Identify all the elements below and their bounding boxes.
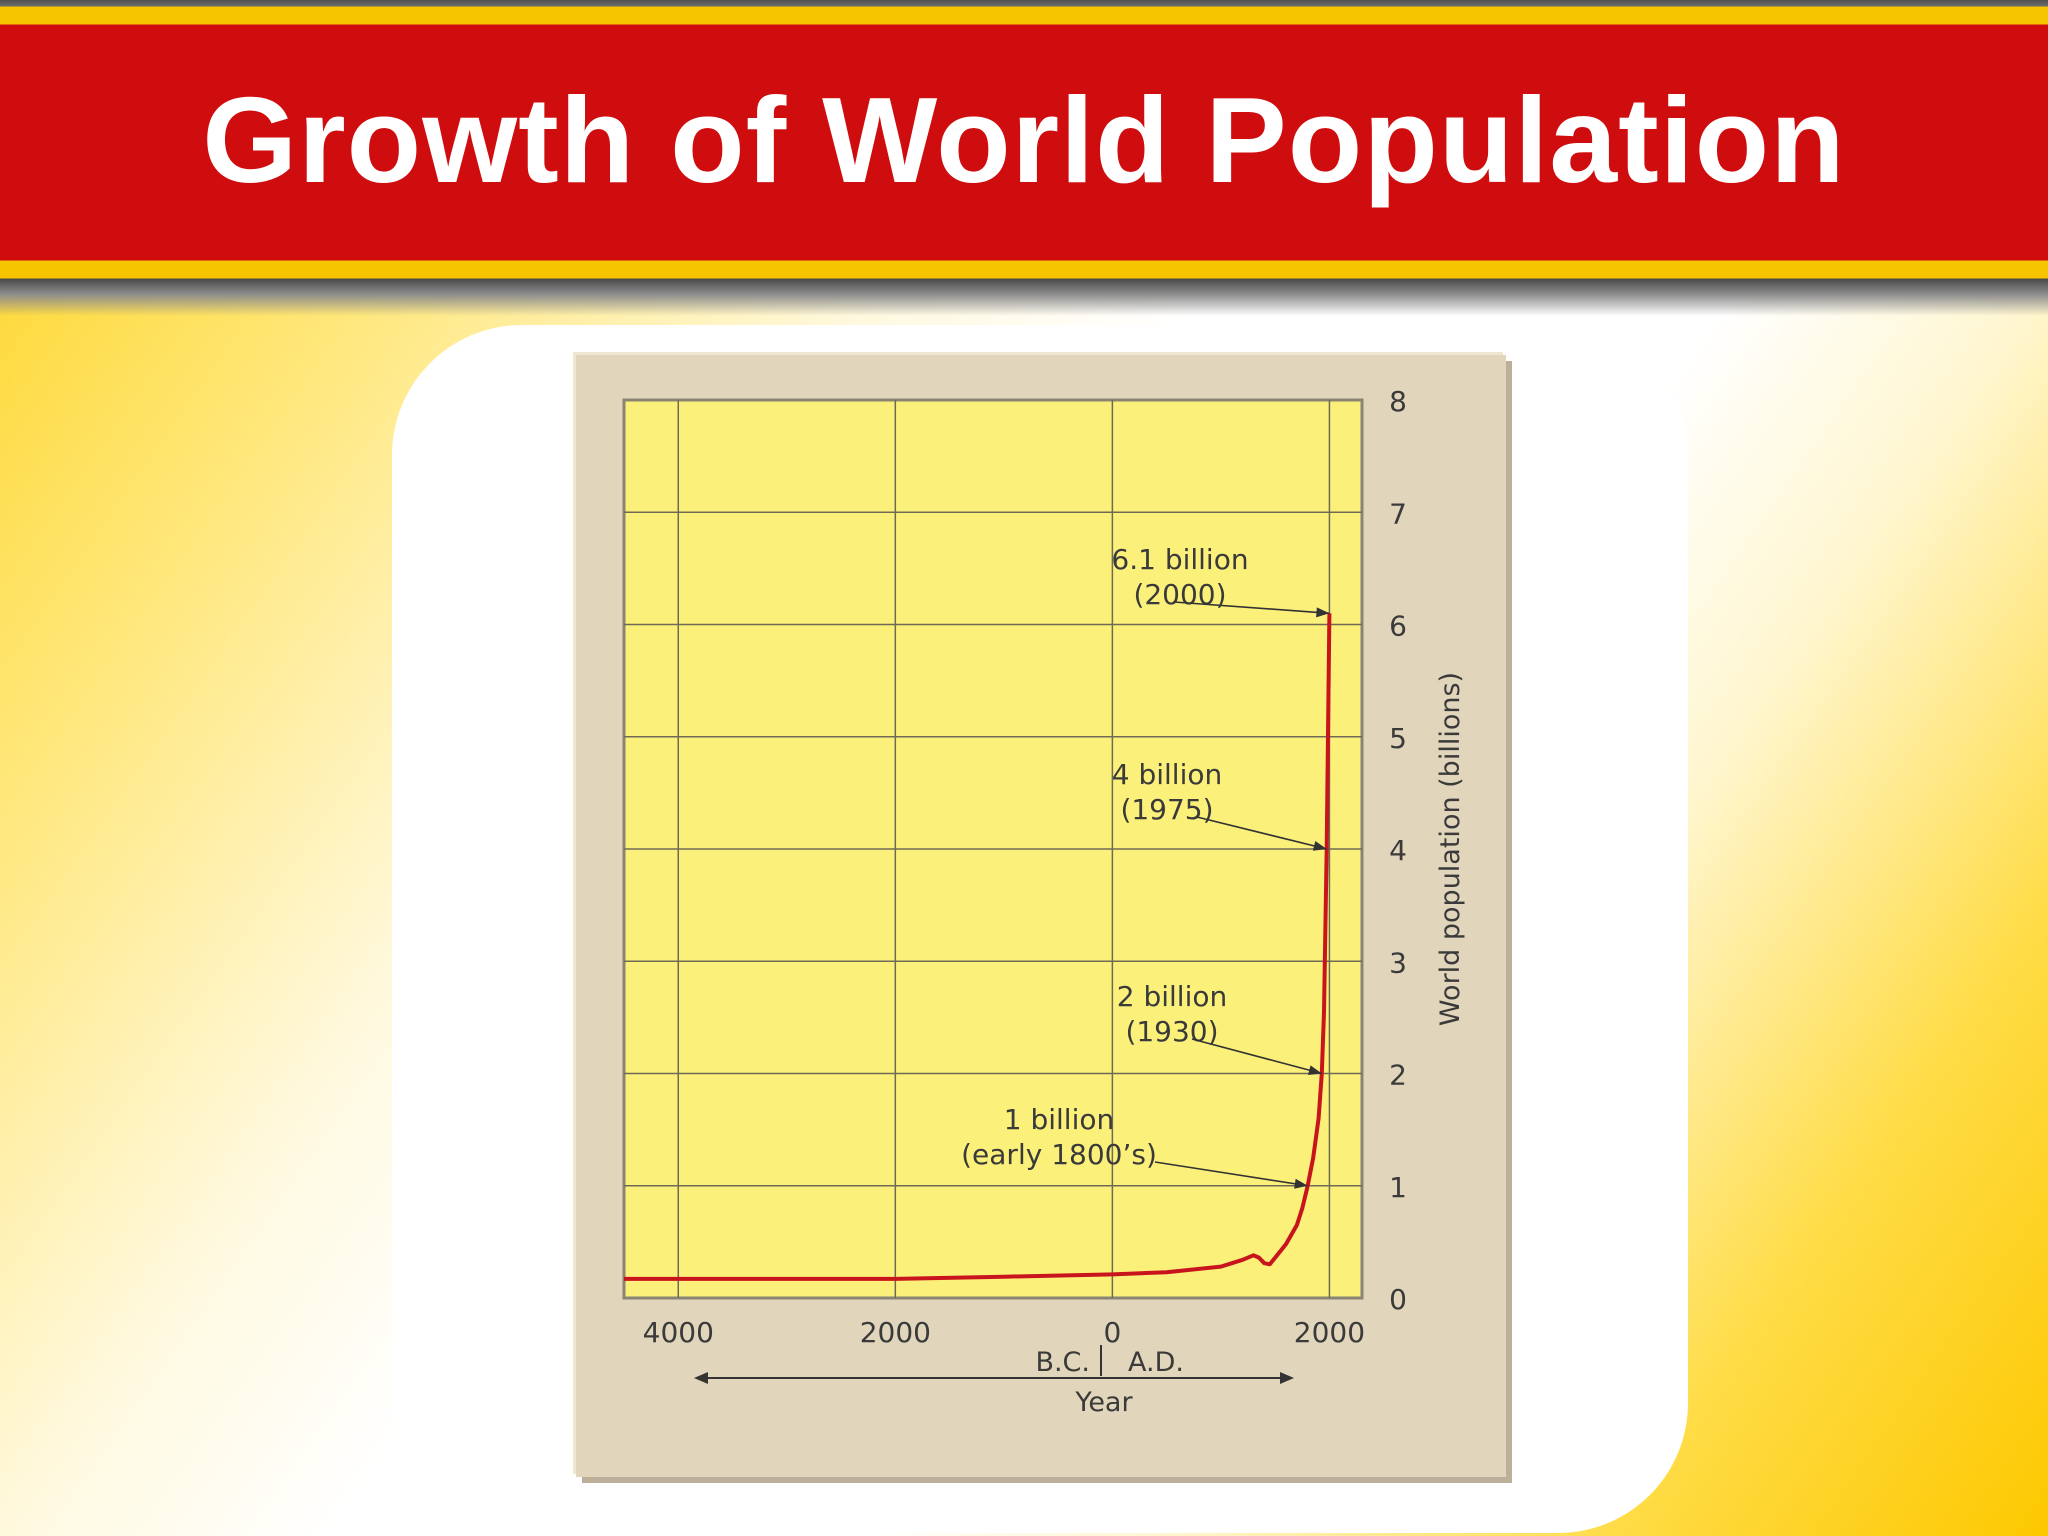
era-label-bc: B.C. [1035,1347,1090,1378]
slide-title: Growth of World Population [202,72,1846,208]
y-axis-label: World population (billions) [1435,672,1466,1026]
annotation-arrow [1154,1161,1308,1187]
y-tick-label: 1 [1389,1171,1407,1204]
x-tick-label: 4000 [643,1316,714,1349]
y-tick-label: 4 [1389,834,1407,867]
x-range-arrow-left [694,1372,708,1384]
annotation-text: 2 billion [1117,980,1227,1013]
annotation-arrow [1196,816,1327,850]
annotation-arrowhead [1307,1065,1322,1075]
population-curve [624,613,1332,1281]
annotation-text: 1 billion [1004,1103,1114,1136]
grid [624,400,1362,1298]
annotation-arrowhead [1312,841,1327,851]
annotation-text: (2000) [1133,578,1226,611]
y-tick-label: 2 [1389,1059,1407,1092]
x-tick-label: 2000 [1294,1316,1365,1349]
annotation-text: 6.1 billion [1111,543,1248,576]
annotation-arrow [1191,1038,1323,1075]
annotation-text: (early 1800’s) [961,1138,1157,1171]
x-axis-label: Year [1074,1387,1133,1418]
y-tick-label: 0 [1389,1283,1407,1316]
era-label-ad: A.D. [1128,1347,1184,1378]
title-band [0,0,2048,316]
x-tick-label: 2000 [860,1316,931,1349]
x-range-arrow-right [1280,1372,1294,1384]
y-tick-label: 7 [1389,497,1407,530]
y-tick-labels: 0 1 2 3 4 5 6 7 8 [1389,385,1407,1316]
annotations: 6.1 billion(2000) 4 billion(1975) 2 billio… [961,543,1330,1189]
annotation: 1 billion(early 1800’s) [961,1103,1308,1189]
y-tick-label: 3 [1389,946,1407,979]
annotation-text: (1975) [1120,793,1213,826]
y-tick-label: 6 [1389,610,1407,643]
y-tick-label: 5 [1389,722,1407,755]
annotation-arrowhead [1316,607,1330,618]
x-tick-label: 0 [1103,1316,1121,1349]
x-axis-caption: B.C. A.D. Year [694,1345,1294,1418]
x-tick-labels: 4000 2000 0 2000 [643,1316,1365,1349]
annotation-arrowhead [1294,1178,1308,1189]
annotation: 4 billion(1975) [1112,758,1327,851]
annotation: 2 billion(1930) [1117,980,1323,1075]
y-tick-label: 8 [1389,385,1407,418]
annotation: 6.1 billion(2000) [1111,543,1330,618]
annotation-text: 4 billion [1112,758,1222,791]
annotation-arrow [1173,601,1330,615]
